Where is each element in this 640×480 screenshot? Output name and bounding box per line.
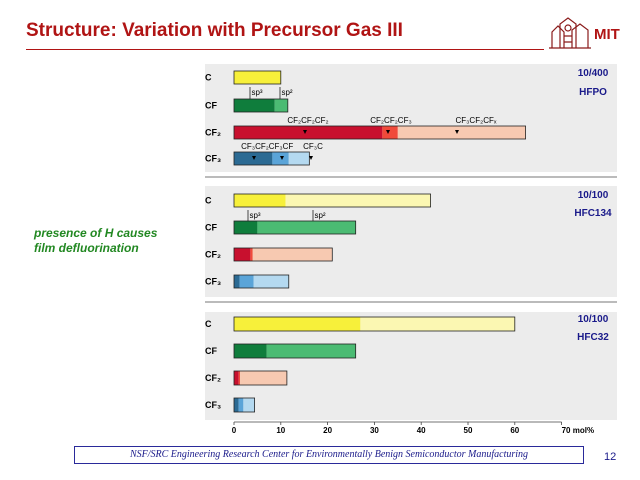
structure-annotation: CF₂CF₂CF₂ xyxy=(287,116,328,125)
bar-segment xyxy=(240,371,287,385)
bar-segment xyxy=(234,71,281,84)
row-category-label: CF₂ xyxy=(205,128,221,138)
side-note: presence of H causes film defluorination xyxy=(34,226,157,256)
bar-segment xyxy=(234,275,240,288)
annotation-arrow xyxy=(252,156,256,160)
bar-segment xyxy=(285,194,431,207)
annotation-arrow xyxy=(280,156,284,160)
row-category-label: CF₃ xyxy=(205,277,221,287)
bar-segment xyxy=(266,344,356,358)
bar-segment xyxy=(234,152,273,165)
bar-outline xyxy=(233,151,310,166)
bar-segment xyxy=(238,371,241,385)
panel-label-line1: 10/100 xyxy=(578,314,609,325)
row-category-label: CF₃ xyxy=(205,154,221,164)
structure-annotation: CF₃C xyxy=(303,142,323,151)
bar-outline xyxy=(233,397,255,413)
panel-label-line1: 10/400 xyxy=(578,68,609,79)
footer-box: NSF/SRC Engineering Research Center for … xyxy=(74,446,584,464)
slide-title: Structure: Variation with Precursor Gas … xyxy=(26,20,403,41)
x-tick-label: 0 xyxy=(232,426,237,435)
structure-annotation: CF₂CF₂CF₃ xyxy=(370,116,411,125)
bar-outline xyxy=(233,316,516,332)
bar-segment xyxy=(272,152,289,165)
bar-segment xyxy=(234,317,361,331)
row-category-label: CF₂ xyxy=(205,250,221,260)
bar-segment xyxy=(243,398,255,412)
bar-segment xyxy=(253,275,289,288)
bar-outline xyxy=(233,220,357,235)
x-tick-label: 30 xyxy=(370,426,379,435)
bond-annotation: sp² xyxy=(314,211,325,220)
title-rule xyxy=(26,49,544,50)
structure-annotation: CF₃CF xyxy=(269,142,294,151)
bar-segment xyxy=(234,126,383,139)
panel-label-line2: HFPO xyxy=(579,87,607,98)
x-tick-label: 40 xyxy=(417,426,426,435)
x-tick-label: 70 mol% xyxy=(562,426,594,435)
annotation-arrow xyxy=(309,156,313,160)
x-tick-label: 60 xyxy=(510,426,519,435)
structure-annotation: CF₃CF₂CFₓ xyxy=(456,116,497,125)
bar-outline xyxy=(233,193,431,208)
bar-segment xyxy=(360,317,515,331)
annotation-arrow xyxy=(303,130,307,134)
bar-segment xyxy=(234,248,251,261)
bar-outline xyxy=(233,98,289,113)
bar-outline xyxy=(233,247,333,262)
bar-segment xyxy=(234,371,239,385)
bond-annotation: sp² xyxy=(281,88,292,97)
bar-outline xyxy=(233,370,288,386)
bar-segment xyxy=(238,398,244,412)
bar-outline xyxy=(233,343,357,359)
row-category-label: CF xyxy=(205,346,217,356)
bar-outline xyxy=(233,70,282,85)
row-category-label: CF₂ xyxy=(205,373,221,383)
mit-logo-text: MIT xyxy=(594,26,620,43)
panel-label-line2: HFC134 xyxy=(574,208,612,219)
x-tick-label: 20 xyxy=(323,426,332,435)
side-note-line2: film defluorination xyxy=(34,241,139,255)
bar-segment xyxy=(252,248,333,261)
structure-annotation: CF₃CF₂ xyxy=(241,142,269,151)
bar-segment xyxy=(234,194,286,207)
panel-label-line1: 10/100 xyxy=(578,190,609,201)
x-tick-label: 10 xyxy=(276,426,285,435)
row-category-label: C xyxy=(205,196,212,206)
row-category-label: CF xyxy=(205,101,217,111)
row-category-label: C xyxy=(205,319,212,329)
annotation-arrow xyxy=(455,130,459,134)
bar-segment xyxy=(274,99,288,112)
page-number: 12 xyxy=(604,451,617,463)
x-tick-label: 50 xyxy=(464,426,473,435)
side-note-line1: presence of H causes xyxy=(34,226,158,240)
bar-segment xyxy=(234,398,239,412)
bond-annotation: sp³ xyxy=(251,88,262,97)
bar-segment xyxy=(239,275,254,288)
bond-annotation: sp³ xyxy=(249,211,260,220)
row-category-label: C xyxy=(205,73,212,83)
panel-label-line2: HFC32 xyxy=(577,332,609,343)
bar-segment xyxy=(234,221,258,234)
bar-segment xyxy=(234,99,275,112)
bar-outline xyxy=(233,125,526,140)
row-category-label: CF₃ xyxy=(205,400,221,410)
mit-dome-logo-icon xyxy=(549,17,591,49)
bar-segment xyxy=(382,126,398,139)
row-category-label: CF xyxy=(205,223,217,233)
bar-segment xyxy=(397,126,526,139)
bar-segment xyxy=(288,152,310,165)
bar-segment xyxy=(257,221,356,234)
bar-segment xyxy=(234,344,267,358)
bar-outline xyxy=(233,274,290,289)
bar-segment xyxy=(250,248,253,261)
annotation-arrow xyxy=(386,130,390,134)
